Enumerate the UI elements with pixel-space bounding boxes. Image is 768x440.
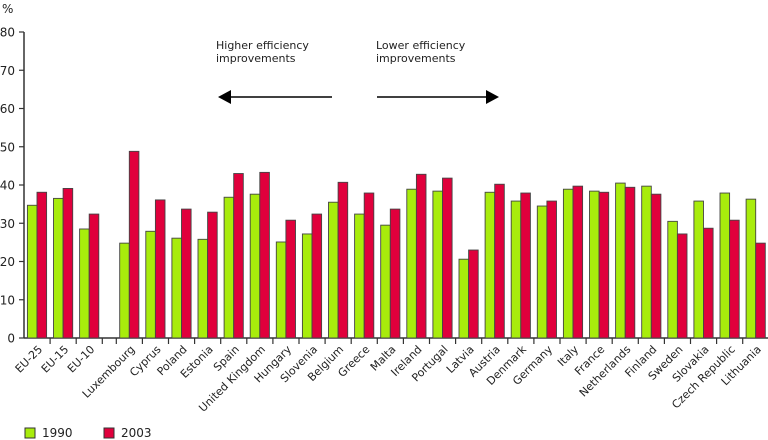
bar-2003-eu-25 (36, 191, 48, 339)
y-tick-label: 30 (0, 217, 15, 231)
bar-2003-netherlands (624, 186, 636, 339)
bar-1990-slovenia (301, 233, 313, 339)
bar-1990-united-kingdom (249, 193, 261, 339)
bar-2003-united-kingdom (259, 171, 270, 339)
annotation-lower-efficiency: Lower efficiency improvements (376, 39, 499, 104)
bar-1990-cyprus (145, 230, 156, 339)
x-tick-label: EU-25 (13, 343, 46, 376)
bar-2003-luxembourg (128, 150, 140, 339)
bar-1990-belgium (328, 201, 339, 339)
bar-1990-estonia (197, 238, 209, 339)
bar-1990-finland (641, 185, 652, 339)
bar-1990-portugal (432, 190, 443, 339)
bar-1990-luxembourg (119, 242, 130, 339)
x-tick-label: EU-15 (39, 343, 72, 376)
legend-swatch-2003 (103, 427, 115, 439)
y-tick-label: 0 (7, 332, 15, 346)
legend-label-2003: 2003 (121, 426, 152, 440)
y-axis: 0 10 20 30 40 50 60 70 80 (0, 26, 25, 346)
bar-1990-slovakia (693, 200, 704, 339)
x-axis (24, 337, 768, 344)
y-tick-label: 20 (0, 255, 15, 269)
bar-2003-spain (233, 173, 244, 339)
bar-2003-estonia (207, 211, 218, 339)
bar-1990-sweden (667, 220, 678, 339)
bar-2003-hungary (285, 219, 296, 339)
bar-2003-france (598, 191, 610, 339)
bar-2003-denmark (520, 192, 531, 339)
bar-2003-lithuania (755, 242, 766, 339)
x-axis-labels: EU-25EU-15EU-10LuxembourgCyprusPolandEst… (13, 342, 764, 414)
bar-1990-france (589, 190, 600, 339)
bar-2003-czech-republic (729, 219, 740, 339)
bar-1990-lithuania (745, 198, 757, 339)
arrow-left-icon (218, 90, 332, 104)
bar-2003-eu-10 (88, 213, 100, 339)
bar-1990-netherlands (615, 182, 626, 339)
bar-2003-slovenia (311, 213, 323, 339)
annotation-higher-line1: Higher efficiency (216, 39, 309, 52)
annotation-higher-line2: improvements (216, 52, 296, 65)
arrow-right-icon (377, 90, 499, 104)
bar-1990-austria (484, 191, 496, 339)
bar-1990-denmark (510, 200, 522, 339)
bar-2003-slovakia (703, 227, 714, 339)
x-tick-label: EU-10 (65, 343, 98, 376)
y-tick-label: 60 (0, 102, 15, 116)
bar-1990-eu-15 (53, 197, 64, 339)
bar-1990-latvia (458, 258, 470, 339)
bar-1990-malta (380, 224, 391, 339)
legend-item-2003: 2003 (103, 426, 152, 440)
bar-2003-austria (494, 183, 505, 339)
y-tick-label: 80 (0, 26, 15, 40)
bar-1990-czech-republic (719, 192, 731, 339)
legend-swatch-1990 (24, 427, 36, 439)
bar-1990-italy (562, 188, 574, 339)
bar-2003-finland (650, 193, 662, 339)
bar-1990-poland (171, 237, 182, 339)
annotation-lower-line2: improvements (376, 52, 456, 65)
annotation-lower-line1: Lower efficiency (376, 39, 466, 52)
bar-2003-italy (572, 185, 584, 339)
bar-1990-eu-10 (79, 228, 90, 339)
bar-1990-spain (223, 196, 235, 339)
bar-2003-belgium (337, 181, 349, 339)
bar-1990-ireland (406, 188, 417, 339)
y-tick-label: 40 (0, 179, 15, 193)
bar-2003-malta (389, 208, 401, 339)
bar-2003-portugal (442, 177, 453, 339)
bar-1990-germany (536, 205, 548, 339)
bars (26, 150, 766, 339)
y-tick-label: 10 (0, 293, 15, 307)
y-axis-label: % (2, 2, 13, 16)
y-tick-label: 50 (0, 140, 15, 154)
annotation-higher-efficiency: Higher efficiency improvements (216, 39, 332, 104)
bar-2003-greece (363, 192, 375, 339)
bar-2003-eu-15 (62, 187, 74, 339)
legend: 1990 2003 (24, 426, 152, 440)
bar-1990-eu-25 (26, 204, 38, 339)
bar-2003-latvia (468, 249, 479, 339)
bar-1990-greece (354, 213, 365, 339)
legend-item-1990: 1990 (24, 426, 73, 440)
bar-2003-sweden (676, 233, 688, 339)
legend-label-1990: 1990 (42, 426, 73, 440)
bar-2003-cyprus (154, 199, 166, 339)
bar-2003-poland (181, 208, 192, 339)
bar-2003-germany (546, 200, 557, 339)
y-tick-label: 70 (0, 64, 15, 78)
bar-1990-hungary (275, 241, 287, 339)
bar-2003-ireland (415, 173, 427, 339)
